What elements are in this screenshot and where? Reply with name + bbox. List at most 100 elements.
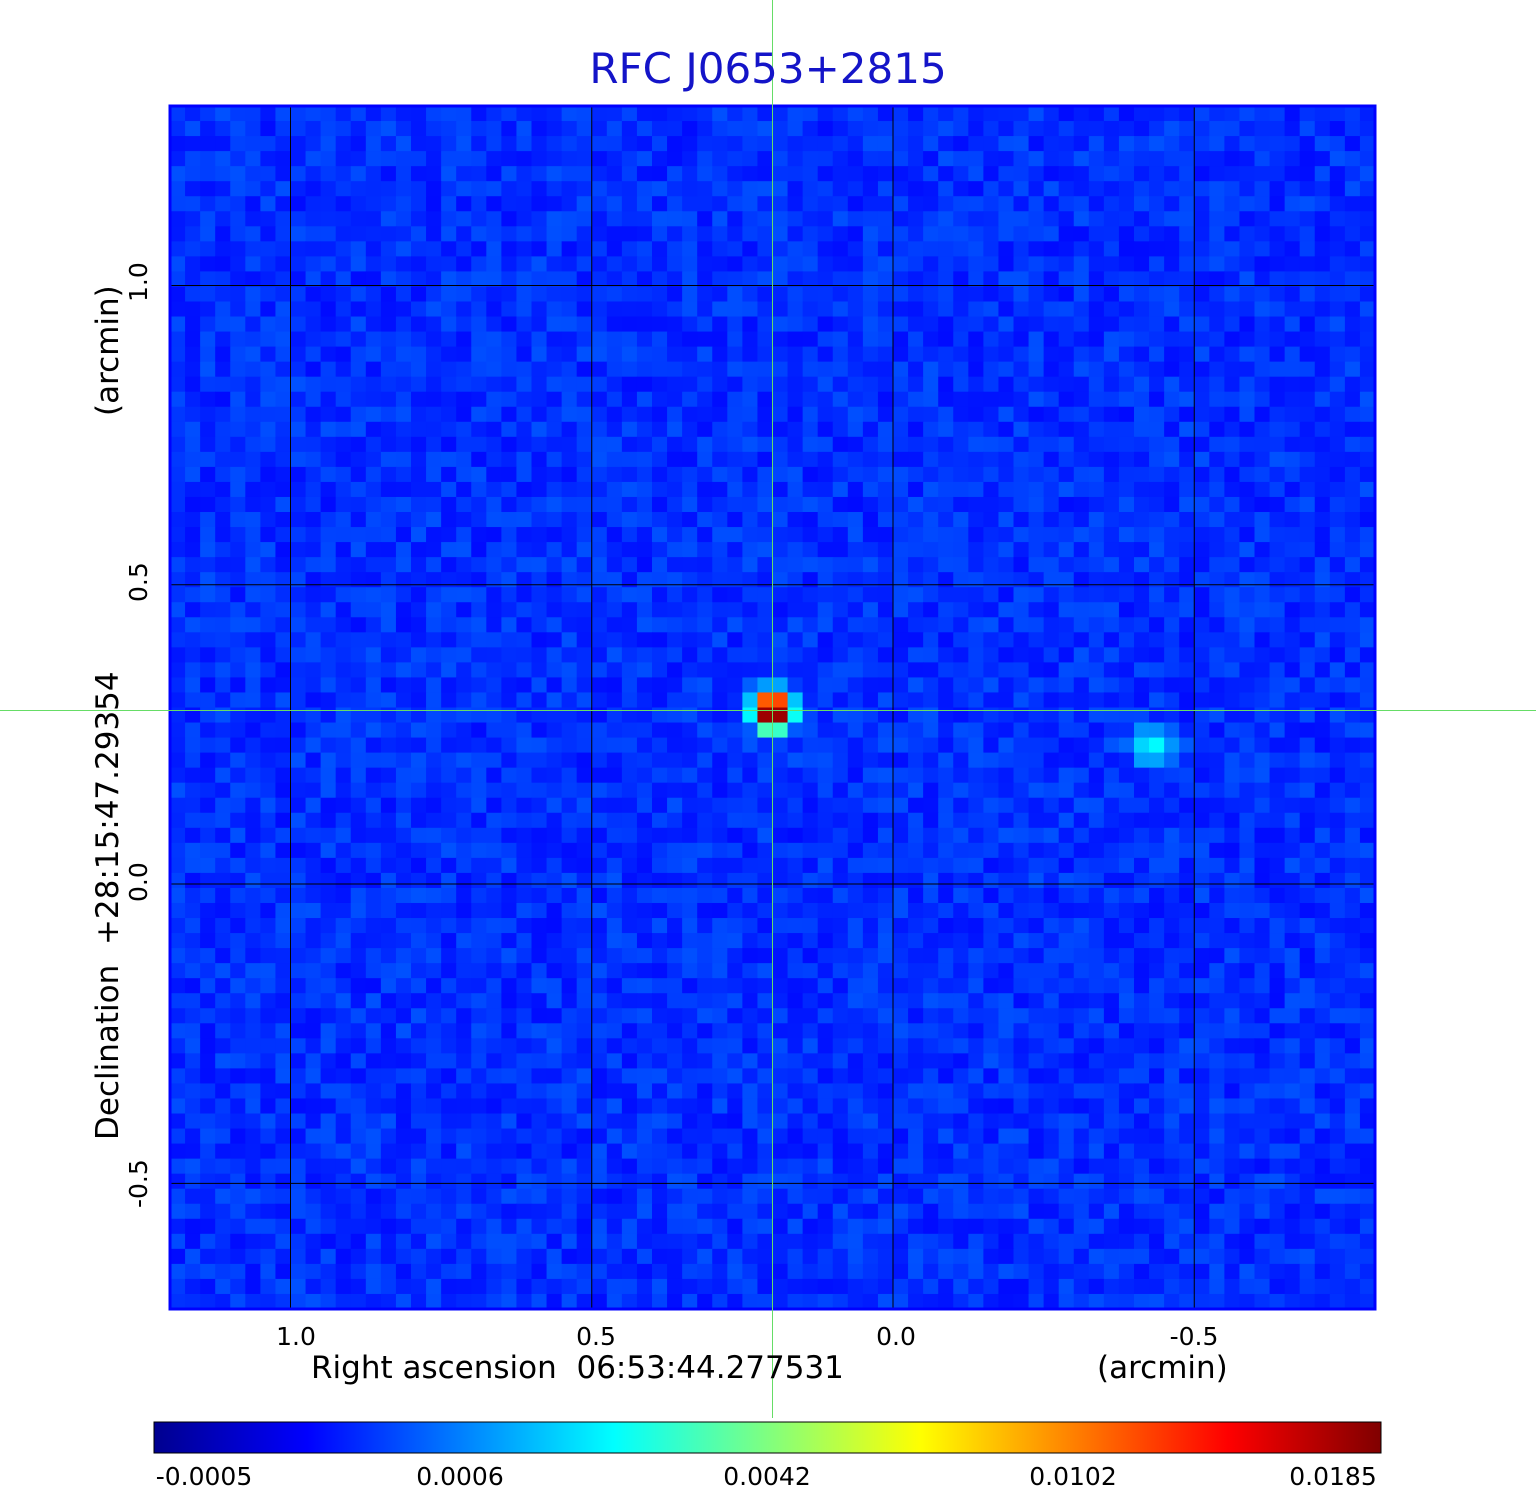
image-pixel [1164, 707, 1180, 724]
image-pixel [727, 241, 743, 257]
image-pixel [1013, 662, 1030, 679]
image-pixel [1344, 963, 1361, 979]
image-pixel [817, 256, 834, 273]
image-pixel [1179, 902, 1195, 919]
image-pixel [1118, 617, 1135, 633]
image-pixel [1118, 391, 1135, 408]
image-pixel [441, 451, 457, 468]
image-pixel [170, 857, 186, 874]
image-pixel [185, 812, 201, 829]
image-pixel [682, 421, 698, 438]
image-pixel [486, 211, 502, 227]
image-pixel [1013, 632, 1030, 648]
image-pixel [576, 872, 593, 889]
image-pixel [395, 1023, 412, 1039]
image-pixel [908, 978, 924, 994]
image-pixel [591, 361, 608, 378]
image-pixel [923, 542, 939, 558]
image-pixel [772, 557, 789, 573]
image-pixel [1073, 496, 1090, 513]
image-pixel [652, 542, 668, 558]
image-pixel [1299, 496, 1316, 513]
image-pixel [215, 376, 231, 393]
image-pixel [712, 948, 728, 964]
image-pixel [1043, 617, 1060, 633]
image-pixel [245, 677, 261, 694]
image-pixel [727, 887, 743, 904]
image-pixel [923, 767, 939, 784]
image-pixel [546, 226, 563, 242]
image-pixel [1028, 241, 1045, 257]
image-pixel [501, 286, 518, 303]
image-pixel [290, 181, 307, 197]
image-pixel [1179, 767, 1195, 784]
image-pixel [697, 842, 713, 859]
image-pixel [290, 316, 307, 333]
image-pixel [1299, 692, 1316, 709]
image-pixel [1329, 752, 1346, 769]
image-pixel [456, 963, 472, 979]
image-pixel [1284, 647, 1301, 663]
image-pixel [1058, 316, 1075, 333]
image-pixel [215, 722, 231, 739]
image-pixel [486, 436, 502, 453]
image-pixel [636, 572, 653, 588]
image-pixel [1088, 722, 1105, 739]
image-pixel [1134, 256, 1150, 273]
image-pixel [862, 331, 879, 348]
image-pixel [456, 436, 472, 453]
image-pixel [365, 872, 382, 889]
image-pixel [305, 451, 322, 468]
image-pixel [1224, 226, 1241, 242]
image-pixel [576, 361, 593, 378]
image-pixel [426, 271, 442, 288]
image-pixel [1269, 842, 1286, 859]
image-pixel [170, 993, 186, 1009]
image-pixel [1073, 406, 1090, 423]
image-pixel [275, 331, 292, 348]
image-pixel [335, 542, 352, 558]
image-pixel [998, 812, 1015, 829]
image-pixel [456, 496, 472, 513]
image-pixel [621, 647, 638, 663]
image-pixel [1254, 151, 1271, 167]
image-pixel [877, 512, 894, 528]
image-pixel [230, 617, 246, 633]
image-pixel [260, 737, 277, 754]
image-pixel [1269, 331, 1286, 348]
image-pixel [305, 211, 322, 227]
image-pixel [817, 842, 834, 859]
image-pixel [591, 602, 608, 618]
image-pixel [787, 887, 804, 904]
image-pixel [1164, 677, 1180, 694]
image-pixel [230, 782, 246, 799]
image-pixel [862, 391, 879, 408]
image-pixel [606, 136, 623, 152]
image-pixel [441, 797, 457, 814]
image-pixel [1118, 933, 1135, 949]
image-pixel [215, 211, 231, 227]
image-pixel [516, 316, 533, 333]
image-pixel [983, 316, 1000, 333]
image-pixel [380, 1008, 397, 1024]
image-pixel [938, 827, 954, 844]
image-pixel [516, 692, 533, 709]
image-pixel [968, 542, 984, 558]
image-pixel [546, 963, 563, 979]
image-pixel [1284, 752, 1301, 769]
image-pixel [546, 196, 563, 212]
image-pixel [908, 963, 924, 979]
image-pixel [501, 481, 518, 498]
image-pixel [862, 106, 879, 122]
image-pixel [727, 632, 743, 648]
image-pixel [862, 196, 879, 212]
image-pixel [621, 812, 638, 829]
image-pixel [1058, 767, 1075, 784]
image-pixel [938, 812, 954, 829]
image-pixel [471, 466, 487, 483]
image-pixel [908, 361, 924, 378]
image-pixel [953, 782, 969, 799]
image-pixel [275, 918, 292, 934]
image-pixel [862, 166, 879, 182]
image-pixel [305, 136, 322, 152]
